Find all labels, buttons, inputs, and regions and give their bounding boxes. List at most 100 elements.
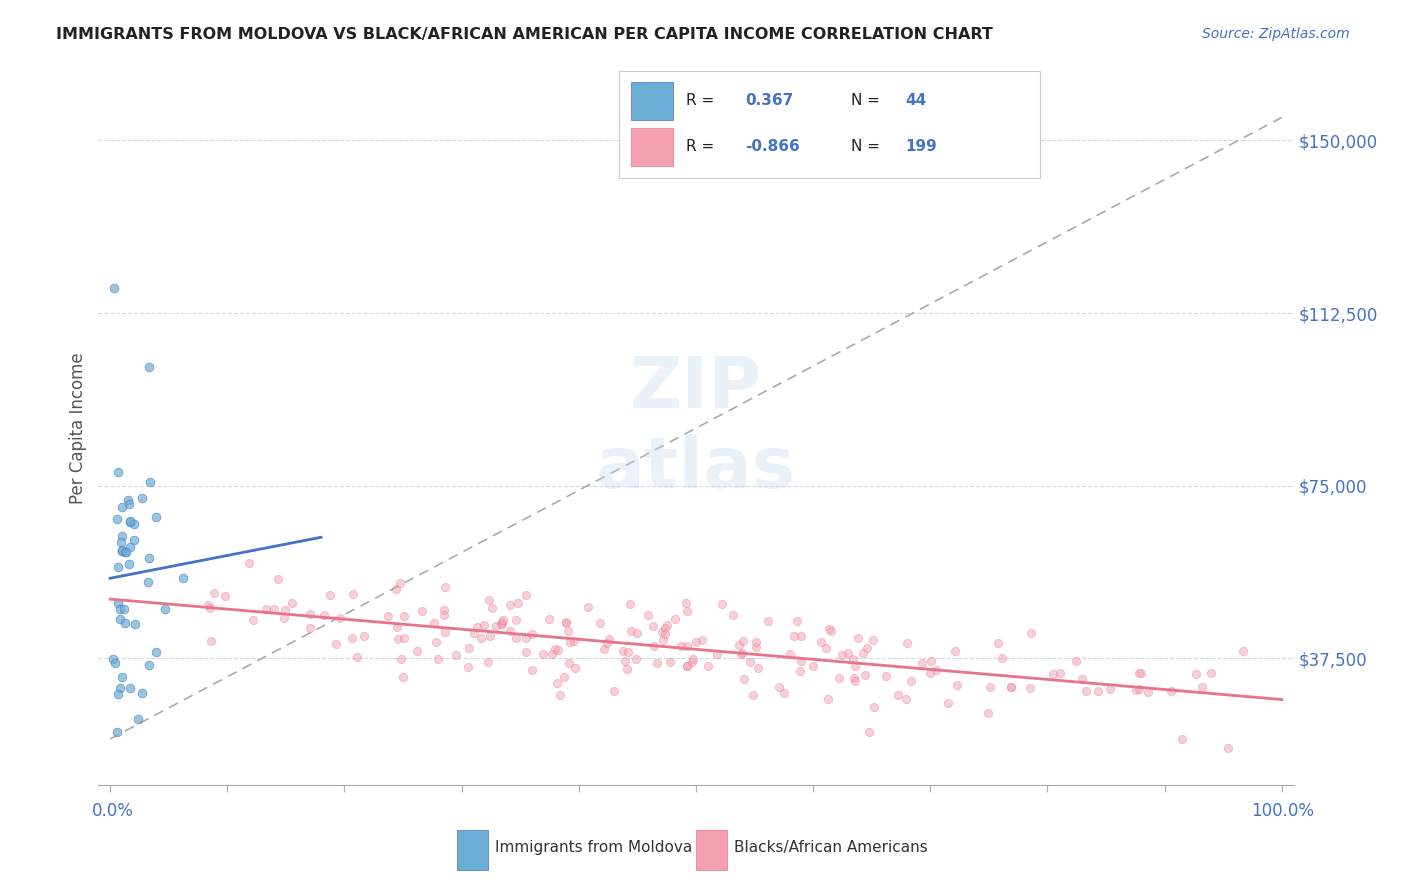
Point [103, 281, 125, 295]
Point [1070, 673, 1092, 687]
Point [520, 663, 543, 677]
Point [122, 533, 145, 548]
Point [643, 640, 665, 654]
Point [564, 660, 586, 674]
Point [124, 616, 146, 631]
Point [553, 669, 575, 683]
Point [197, 598, 219, 612]
Point [862, 633, 884, 648]
Point [107, 559, 129, 574]
Point [274, 602, 297, 616]
Point [554, 615, 576, 629]
Point [145, 510, 167, 524]
Point [745, 640, 768, 655]
Point [682, 651, 704, 665]
Point [145, 645, 167, 659]
Point [773, 686, 796, 700]
Point [515, 631, 537, 645]
Point [827, 671, 849, 685]
Point [820, 624, 842, 639]
Point [557, 624, 579, 638]
Point [489, 617, 512, 632]
Point [478, 628, 501, 642]
Point [920, 665, 942, 680]
Point [675, 639, 697, 653]
Point [111, 544, 134, 558]
Point [377, 609, 399, 624]
Point [790, 629, 813, 643]
Point [564, 634, 586, 648]
Point [643, 619, 665, 633]
Bar [631, 128, 673, 166]
Point [515, 645, 537, 659]
Point [499, 624, 522, 638]
Text: IMMIGRANTS FROM MOLDOVA VS BLACK/AFRICAN AMERICAN PER CAPITA INCOME CORRELATION : IMMIGRANTS FROM MOLDOVA VS BLACK/AFRICAN… [56, 27, 993, 42]
Point [200, 601, 222, 615]
Point [112, 602, 135, 616]
Point [263, 602, 285, 616]
Y-axis label: Per Capita Income: Per Capita Income [69, 352, 87, 504]
Point [652, 632, 675, 647]
Text: N =: N = [851, 93, 884, 108]
Point [690, 632, 713, 647]
Point [810, 635, 832, 649]
Point [946, 678, 969, 692]
Point [111, 670, 134, 684]
Point [682, 655, 704, 669]
Text: Blacks/African Americans: Blacks/African Americans [734, 840, 928, 855]
Bar [457, 830, 488, 870]
Point [432, 602, 454, 616]
Point [548, 689, 571, 703]
Point [385, 620, 408, 634]
Point [1042, 666, 1064, 681]
Point [387, 632, 409, 646]
Point [242, 613, 264, 627]
Point [131, 491, 153, 505]
Point [329, 610, 352, 624]
Point [987, 636, 1010, 650]
Point [505, 613, 527, 627]
Point [481, 601, 503, 615]
Point [1160, 683, 1182, 698]
Point [118, 557, 141, 571]
Point [433, 625, 456, 640]
Point [117, 492, 139, 507]
Point [423, 616, 446, 631]
Point [1099, 681, 1122, 696]
Point [790, 655, 813, 669]
Point [522, 627, 544, 641]
Point [110, 535, 132, 549]
Point [938, 696, 960, 710]
Point [114, 615, 136, 630]
Point [107, 596, 129, 610]
Point [136, 574, 159, 589]
Point [155, 602, 177, 616]
Point [920, 654, 942, 668]
Point [1125, 683, 1147, 698]
Point [558, 656, 581, 670]
Point [1136, 685, 1159, 699]
Point [844, 658, 866, 673]
Point [875, 669, 897, 683]
Point [105, 511, 128, 525]
Point [118, 515, 141, 529]
Point [499, 598, 522, 612]
Point [1000, 680, 1022, 694]
Point [105, 724, 128, 739]
Point [624, 652, 647, 666]
Point [463, 626, 485, 640]
Point [741, 688, 763, 702]
Point [1128, 681, 1150, 696]
Point [172, 571, 194, 585]
Point [254, 602, 277, 616]
Point [353, 629, 375, 643]
Point [817, 622, 839, 636]
Point [733, 672, 755, 686]
Point [685, 634, 707, 648]
Point [728, 638, 751, 652]
Point [477, 656, 499, 670]
Text: 0.0%: 0.0% [91, 802, 134, 820]
Point [925, 664, 948, 678]
Point [592, 641, 614, 656]
Point [299, 607, 322, 621]
